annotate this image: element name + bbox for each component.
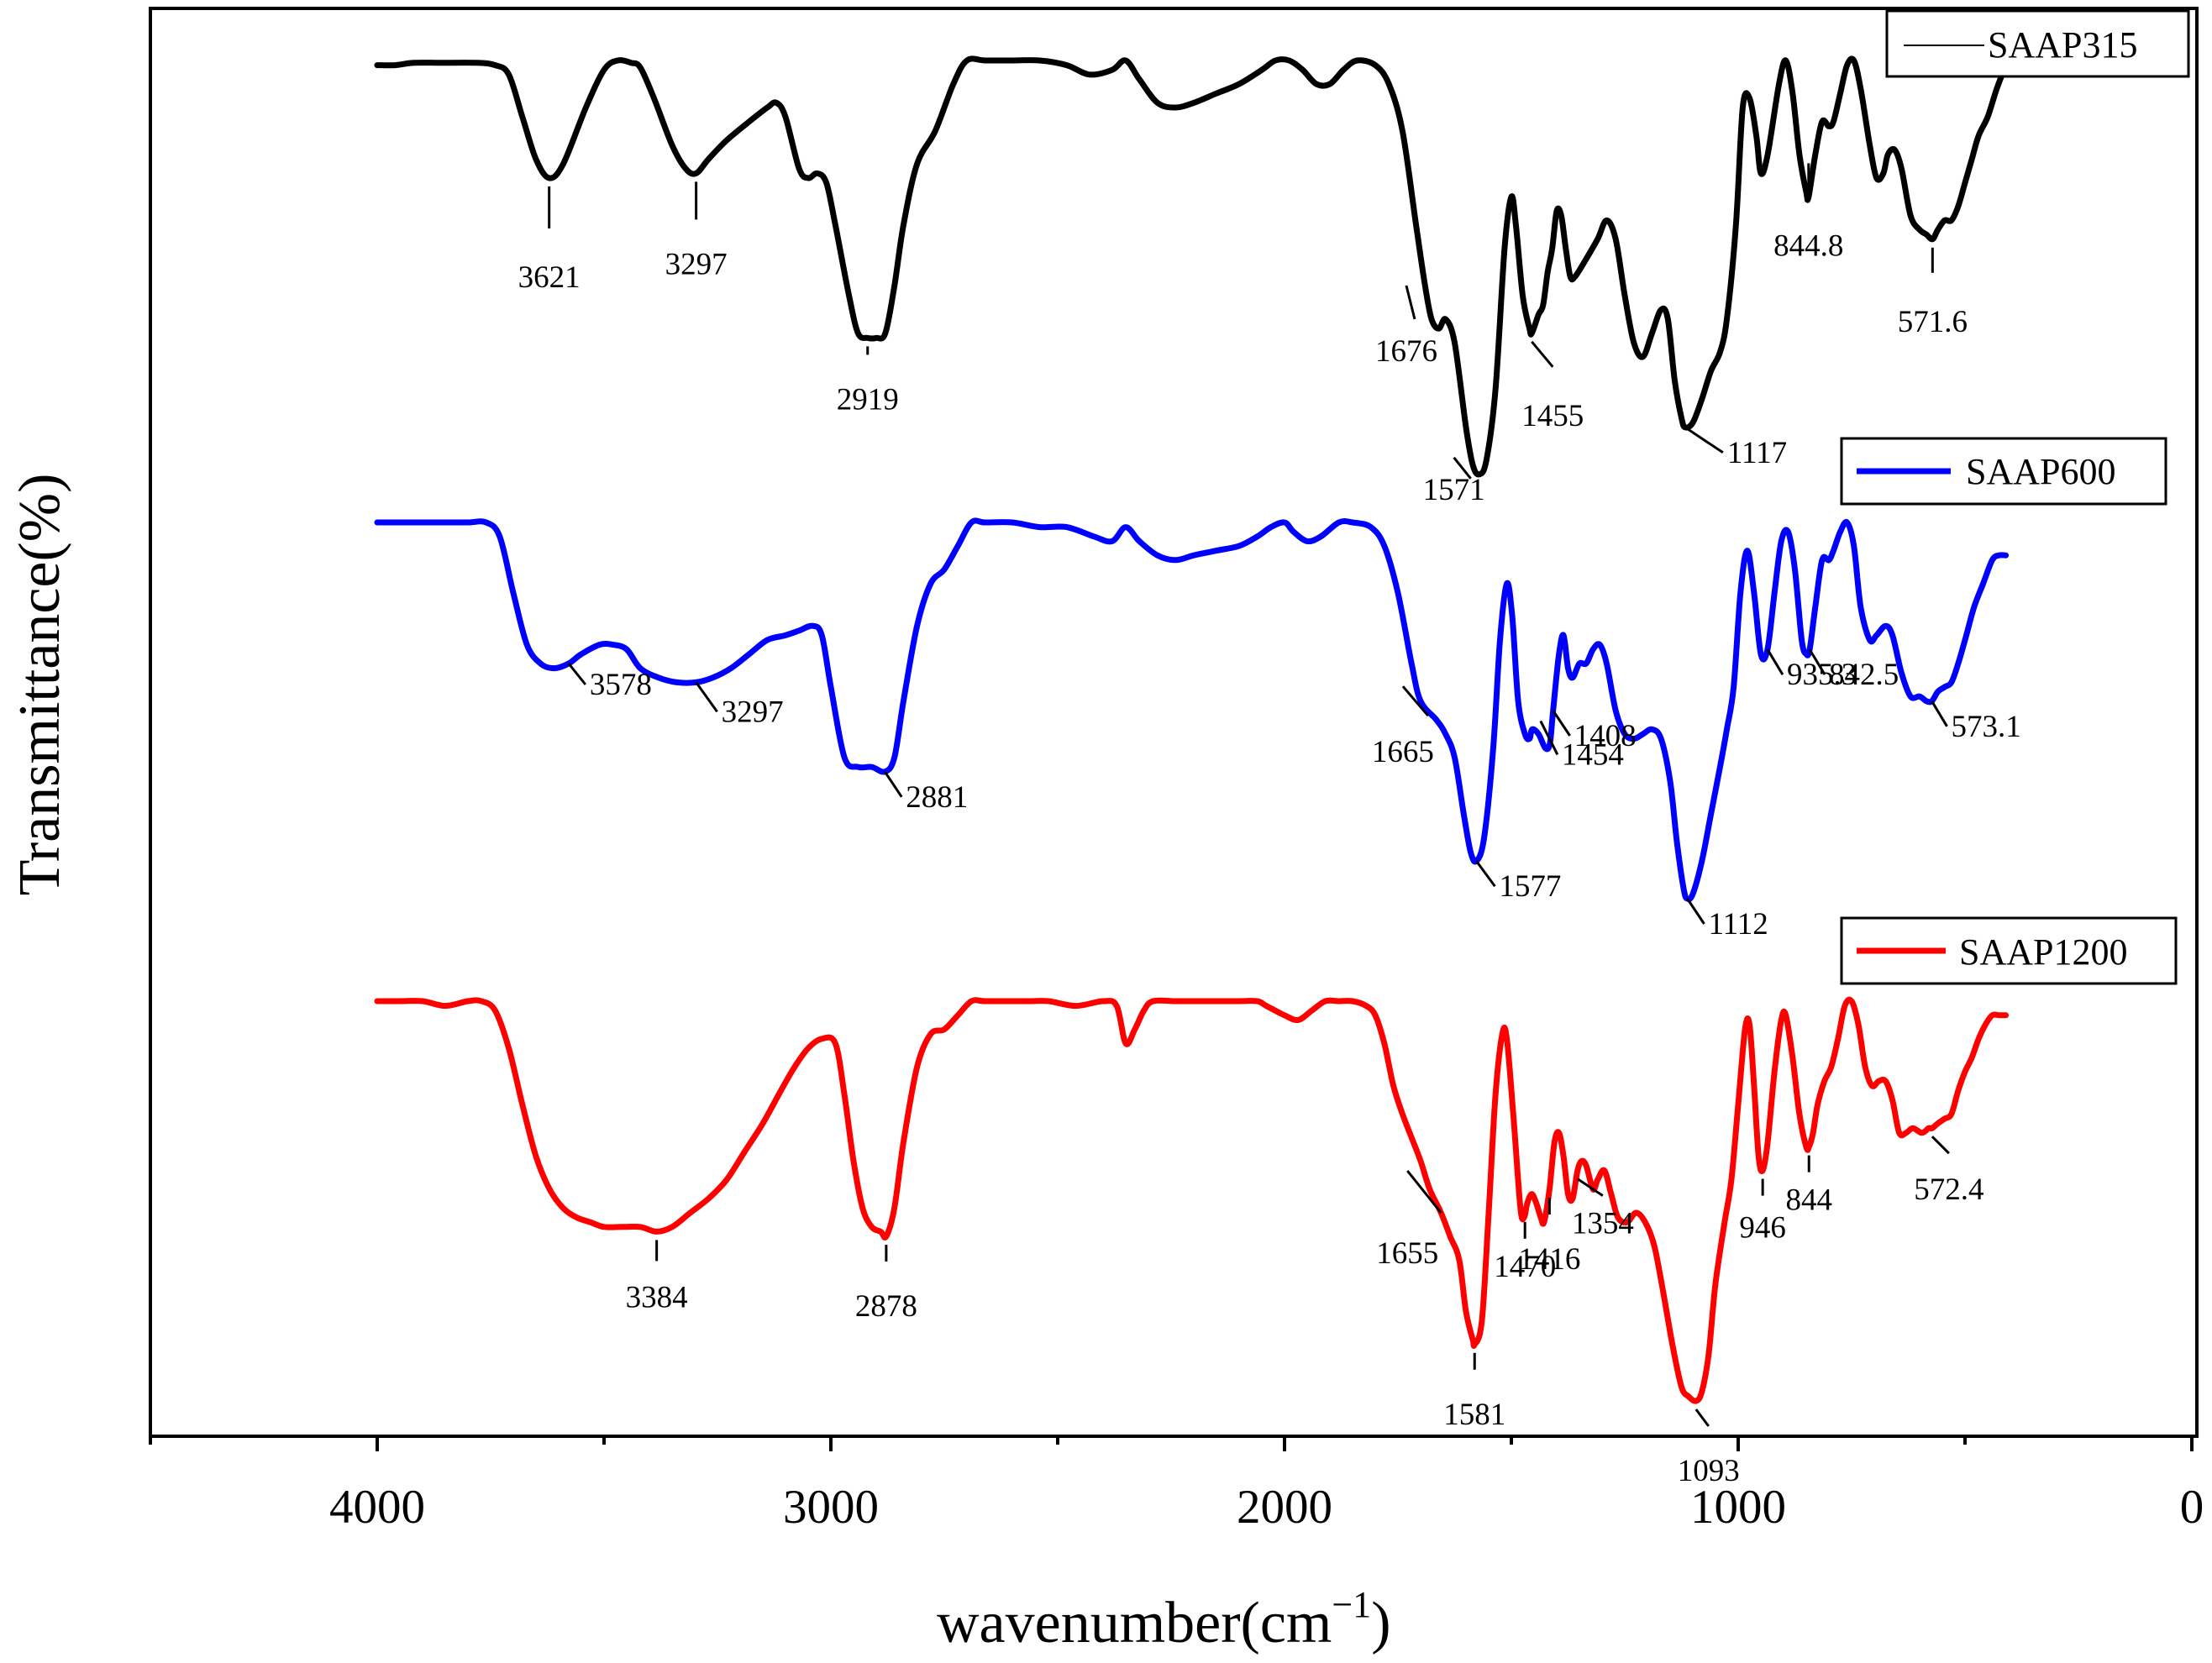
peak-label: 1655 [1376,1236,1438,1271]
series-layer [374,55,2010,1404]
peak-label: 1454 [1562,737,1624,772]
peak-leader [1931,1136,1950,1155]
peak-label: 571.6 [1898,305,1968,339]
legend-saap600: SAAP600 [1840,437,2167,506]
peak-label: 573.1 [1952,710,2021,744]
peak-label: 946 [1739,1211,1786,1246]
x-tick-label: 0 [2180,1481,2204,1534]
series-line-saap1200 [374,996,2010,1404]
peak-leader [695,681,718,713]
x-tick-label: 3000 [783,1481,879,1534]
peak-label: 1581 [1443,1398,1505,1432]
peak-leader [1539,720,1559,756]
legend-box-saap315 [1885,9,2190,78]
x-axis-title-superscript: −1 [1332,1584,1371,1625]
peak-label: 1117 [1727,436,1787,470]
peak-label: 1112 [1709,907,1768,942]
peak-label: 2919 [837,382,899,417]
x-axis-title-main: wavenumber(cm [937,1591,1332,1655]
peak-leader [1808,648,1826,675]
peak-label: 844.8 [1773,228,1843,263]
peak-label: 935.3 [1787,658,1857,692]
legend-saap315: SAAP315 [1885,9,2190,78]
legend-label-saap600: SAAP600 [1966,451,2116,492]
peak-label: 2881 [906,780,968,815]
peak-label: 1408 [1574,719,1637,753]
peak-label: 1665 [1372,735,1434,769]
peak-label: 1093 [1678,1454,1740,1488]
peak-leader [567,663,587,685]
legend-label-saap1200: SAAP1200 [1959,931,2128,973]
peak-leader [1531,340,1554,368]
x-axis-title: wavenumber(cm−1) [937,1584,1391,1655]
peak-label: 3578 [590,668,652,702]
peak-label: 1676 [1375,334,1437,369]
peak-label: 844 [1785,1183,1832,1218]
peak-label: 1571 [1423,473,1485,507]
peak-label: 3297 [722,695,784,729]
plot-frame [149,7,2199,1438]
y-axis-title: Transmittance(%) [8,474,72,896]
peak-leader [1694,1409,1710,1427]
peak-leader [1577,1178,1604,1197]
series-line-saap600 [374,517,2010,903]
peak-leader [1931,700,1948,727]
peak-label: 1416 [1518,1242,1580,1277]
peak-leader [1684,426,1724,454]
peak-leader [1406,1170,1442,1214]
peak-label: 2878 [855,1289,917,1324]
peak-leader [1401,685,1430,717]
peak-label: 1577 [1499,869,1561,904]
peak-label: 572.4 [1914,1172,1983,1207]
peak-leader [1405,285,1416,320]
peak-leader [1552,710,1571,737]
x-axis-title-close: ) [1371,1591,1390,1655]
peak-leader [884,770,903,798]
peak-leader [1686,898,1705,925]
peak-leader [1475,860,1496,888]
x-tick-label: 1000 [1690,1481,1786,1534]
peak-leader [1766,648,1784,675]
x-tick-label: 2000 [1237,1481,1332,1534]
legend-label-saap315: SAAP315 [1988,24,2138,66]
x-tick-label: 4000 [329,1481,425,1534]
peak-label-layer: 3621 3297 2919 1676 1571 1455 1117 844.8 571.6 35… [518,163,2021,1488]
series-line-saap315 [374,55,2010,478]
legend-saap1200: SAAP1200 [1840,916,2178,985]
peak-label: 1354 [1572,1207,1634,1241]
peak-label: 1455 [1521,399,1584,433]
x-axis-ticks: 4000 3000 2000 1000 0 [149,1436,2204,1534]
peak-label: 3384 [626,1280,688,1314]
peak-label: 1470 [1494,1250,1556,1284]
peak-label: 3621 [518,260,581,295]
peak-leader [1453,456,1472,480]
peak-label: 842.5 [1829,658,1899,692]
peak-label: 3297 [665,247,728,281]
